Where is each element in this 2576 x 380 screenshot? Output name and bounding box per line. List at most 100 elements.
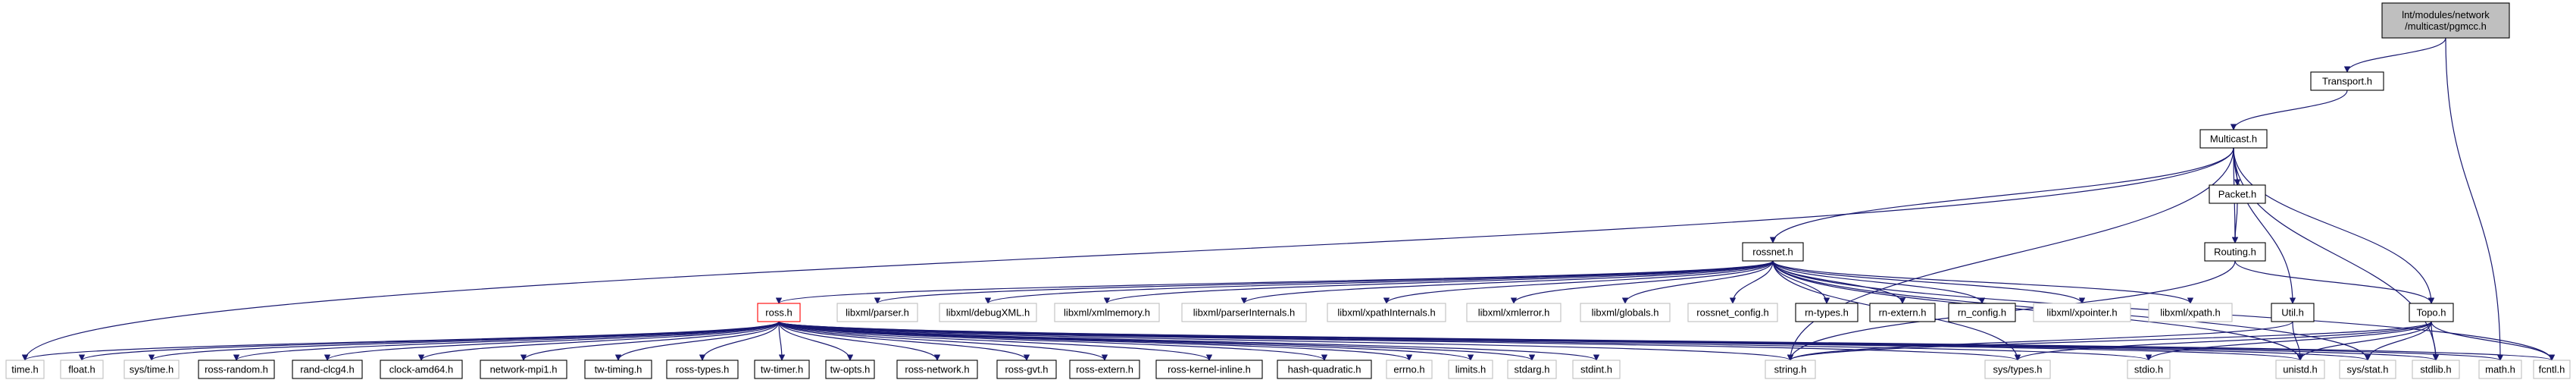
node-globals[interactable]: libxml/globals.h [1580,303,1671,322]
node-rosstypes[interactable]: ross-types.h [666,360,739,379]
edge-topo-to-fcntlh [2431,321,2556,361]
node-stdlibh[interactable]: stdlib.h [2412,360,2460,379]
node-debugxml[interactable]: libxml/debugXML.h [939,303,1037,322]
node-label: ross-kernel-inline.h [1168,364,1251,375]
node-root[interactable]: lnt/modules/network/multicast/pgmcc.h [2381,2,2510,39]
node-label: libxml/parserInternals.h [1193,307,1295,319]
node-xpath[interactable]: libxml/xpath.h [2148,303,2233,322]
node-fcntlh[interactable]: fcntl.h [2533,360,2571,379]
edge-rossnet-to-rntypes [1772,260,1830,304]
edge-rossnet-to-ross [776,260,1774,304]
node-rossnet[interactable]: rossnet.h [1742,242,1804,262]
edge-rossnet-to-parserint [1240,260,1774,304]
node-label: clock-amd64.h [389,364,454,375]
edge-rossnet-to-xpath [1772,260,2194,304]
node-label: Util.h [2281,307,2304,319]
edge-packet-to-routing [2231,203,2239,243]
node-box [2381,2,2510,39]
node-unistdh[interactable]: unistd.h [2275,360,2325,379]
node-label: sys/time.h [130,364,174,375]
edge-topo-to-systypes [2014,321,2432,361]
node-label: Topo.h [2416,307,2446,319]
node-xpathint[interactable]: libxml/xpathInternals.h [1327,303,1446,322]
node-ross[interactable]: ross.h [757,303,801,322]
node-timeh[interactable]: time.h [5,360,45,379]
edge-ross-to-stdinth [778,321,1599,361]
node-systypes[interactable]: sys/types.h [1984,360,2051,379]
node-label: hash-quadratic.h [1288,364,1361,375]
node-errnoh[interactable]: errno.h [1386,360,1433,379]
node-rossextern[interactable]: ross-extern.h [1069,360,1140,379]
node-box [1948,303,2016,322]
node-routing[interactable]: Routing.h [2204,242,2266,262]
node-utilh[interactable]: Util.h [2271,303,2315,322]
node-box [198,360,275,379]
node-limitsh[interactable]: limits.h [1448,360,1493,379]
node-box [584,360,652,379]
node-parserint[interactable]: libxml/parserInternals.h [1181,303,1307,322]
node-rntypes[interactable]: rn-types.h [1795,303,1859,322]
node-label: tw-timer.h [761,364,803,375]
node-label: math.h [2485,364,2515,375]
node-mathh[interactable]: math.h [2478,360,2522,379]
edge-rossnet-to-rnextern [1772,260,1906,304]
node-stdinth[interactable]: stdint.h [1572,360,1621,379]
node-box [2271,303,2315,322]
node-stringh[interactable]: string.h [1765,360,1816,379]
node-netmpi[interactable]: network-mpi1.h [480,360,567,379]
node-rossnetwork[interactable]: ross-network.h [896,360,978,379]
edge-topo-to-stringh [1787,321,2432,361]
node-label: time.h [11,364,38,375]
node-rosskernel[interactable]: ross-kernel-inline.h [1155,360,1263,379]
node-xmlmemory[interactable]: libxml/xmlmemory.h [1054,303,1160,322]
node-box [1507,360,1557,379]
edge-root-to-transport [2343,37,2446,73]
node-randclcg[interactable]: rand-clcg4.h [292,360,363,379]
node-label: rossnet.h [1752,247,1793,258]
node-box [1765,360,1816,379]
node-label: ross-gvt.h [1005,364,1048,375]
node-label: ross-network.h [905,364,969,375]
node-twtiming[interactable]: tw-timing.h [584,360,652,379]
node-floath[interactable]: float.h [60,360,104,379]
node-box [123,360,180,379]
node-label: string.h [1774,364,1807,375]
node-stdioh[interactable]: stdio.h [2127,360,2171,379]
node-topo[interactable]: Topo.h [2409,303,2454,322]
node-box [2199,129,2268,149]
node-hashq[interactable]: hash-quadratic.h [1277,360,1372,379]
node-label: libxml/xmlerror.h [1478,307,1550,319]
node-clockamd[interactable]: clock-amd64.h [380,360,463,379]
node-systime[interactable]: sys/time.h [123,360,180,379]
node-twtimer[interactable]: tw-timer.h [754,360,810,379]
node-multicast[interactable]: Multicast.h [2199,129,2268,149]
node-rossnetcfg[interactable]: rossnet_config.h [1687,303,1778,322]
node-rnextern[interactable]: rn-extern.h [1869,303,1936,322]
edge-ross-to-twtiming [614,321,780,361]
node-label: Packet.h [2218,189,2257,200]
edge-rossnet-to-rnconfig [1772,260,1986,304]
node-label: stdarg.h [1515,364,1550,375]
node-rossrandom[interactable]: ross-random.h [198,360,275,379]
edge-rossnet-to-globals [1621,260,1774,304]
node-twopts[interactable]: tw-opts.h [825,360,875,379]
edge-rossnet-to-debugxml [985,260,1774,304]
node-box [1448,360,1493,379]
node-label: ross.h [765,307,792,319]
node-packet[interactable]: Packet.h [2209,184,2266,204]
node-sysstat[interactable]: sys/stat.h [2339,360,2396,379]
node-box [1054,303,1160,322]
node-parser[interactable]: libxml/parser.h [836,303,918,322]
edge-rossnet-to-xpointer [1772,260,2086,304]
node-stdargh[interactable]: stdarg.h [1507,360,1557,379]
node-rossgvt[interactable]: ross-gvt.h [996,360,1057,379]
node-label: lnt/modules/network [2402,9,2490,20]
edge-ross-to-limitsh [778,321,1474,361]
node-xmlerror[interactable]: libxml/xmlerror.h [1466,303,1562,322]
node-xpointer[interactable]: libxml/xpointer.h [2033,303,2131,322]
node-label: ross-random.h [205,364,268,375]
node-box [1742,242,1804,262]
node-rnconfig[interactable]: rn_config.h [1948,303,2016,322]
node-label: limits.h [1455,364,1486,375]
node-transport[interactable]: Transport.h [2310,71,2384,91]
